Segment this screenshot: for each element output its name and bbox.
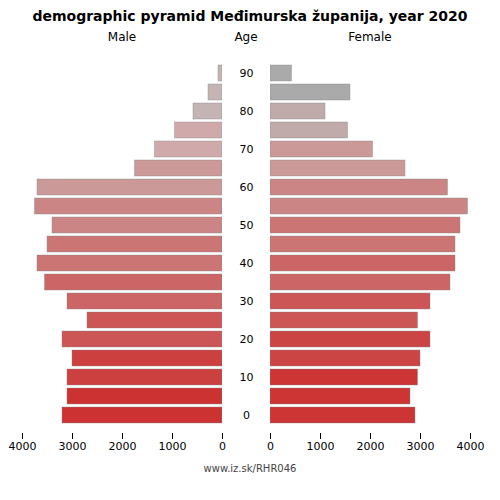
html-text:Male: Male [107, 30, 137, 44]
svg-text:0: 0 [219, 440, 226, 453]
html-text:Female: Female [348, 30, 392, 44]
svg-text:80: 80 [240, 105, 254, 118]
svg-text:20: 20 [240, 333, 254, 346]
svg-text:10: 10 [240, 371, 254, 384]
svg-text:2000: 2000 [357, 440, 385, 453]
svg-text:4000: 4000 [9, 440, 37, 453]
html-text:demographic pyramid Međimurska: demographic pyramid Međimurska županija,… [32, 8, 468, 24]
svg-text:40: 40 [240, 257, 254, 270]
svg-text:90: 90 [240, 67, 254, 80]
svg-text:30: 30 [240, 295, 254, 308]
svg-text:50: 50 [240, 219, 254, 232]
svg-text:0: 0 [243, 409, 250, 422]
svg-text:3000: 3000 [59, 440, 87, 453]
html-text:Age: Age [234, 30, 258, 44]
html-text:www.iz.sk/RHR046: www.iz.sk/RHR046 [203, 463, 297, 474]
svg-text:3000: 3000 [407, 440, 435, 453]
svg-text:70: 70 [240, 143, 254, 156]
svg-text:1000: 1000 [159, 440, 187, 453]
svg-text:1000: 1000 [307, 440, 335, 453]
svg-text:60: 60 [240, 181, 254, 194]
svg-text:0: 0 [267, 440, 274, 453]
svg-text:2000: 2000 [109, 440, 137, 453]
svg-text:4000: 4000 [457, 440, 485, 453]
